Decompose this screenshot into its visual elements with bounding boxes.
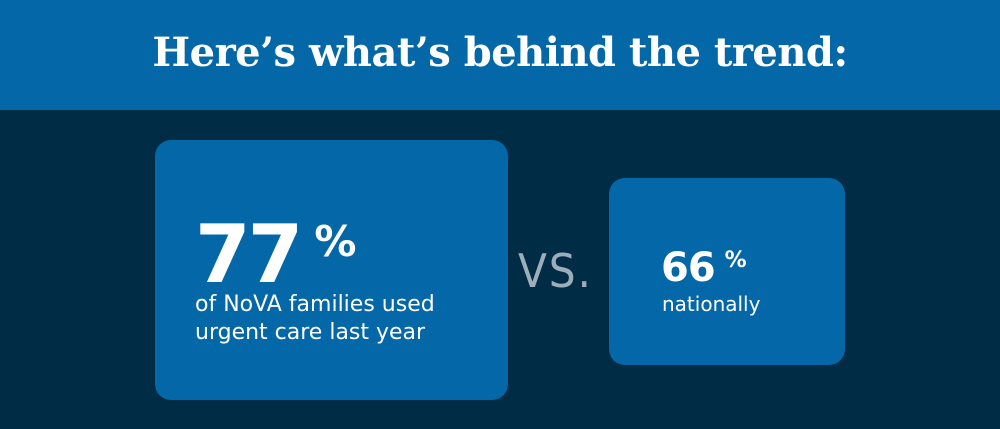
header-banner: Here’s what’s behind the trend: [0,0,1000,110]
versus-label: VS. [518,244,593,298]
national-stat-caption: nationally [662,292,761,316]
nova-stat: 77 % [195,215,356,295]
nova-stat-card: 77 % of NoVA families used urgent care l… [155,140,508,400]
national-stat-card: 66 % nationally [609,178,845,365]
nova-stat-value: 77 [195,208,303,301]
nova-stat-unit: % [314,217,357,266]
national-stat-value: 66 [661,245,716,291]
page-title: Here’s what’s behind the trend: [152,28,848,76]
nova-stat-caption: of NoVA families used urgent care last y… [195,292,435,345]
national-stat: 66 % [661,248,747,288]
national-stat-unit: % [724,248,747,273]
